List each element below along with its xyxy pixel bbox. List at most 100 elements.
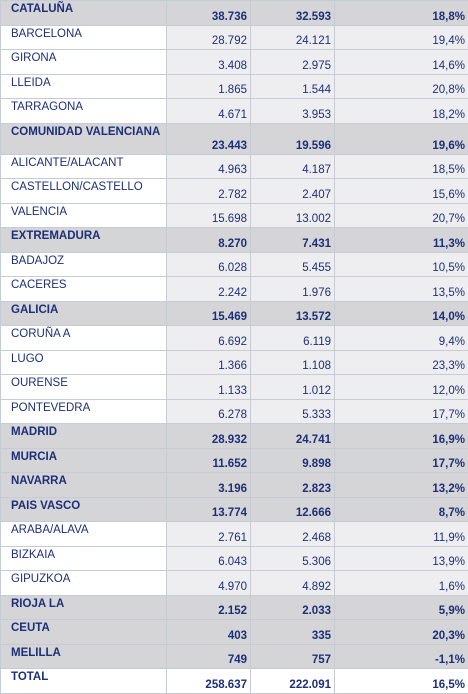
region-name-cell: GIRONA (1, 50, 167, 75)
value-a-cell: 749 (167, 644, 251, 669)
value-b-cell: 13.572 (251, 301, 335, 326)
value-b-cell: 757 (251, 644, 335, 669)
value-b-cell: 2.823 (251, 473, 335, 498)
region-name-cell: ALICANTE/ALACANT (1, 154, 167, 179)
region-name-cell: TOTAL (1, 669, 167, 694)
value-b-cell: 12.666 (251, 497, 335, 522)
percent-change-cell: 16,5% (335, 669, 468, 694)
value-a-cell: 6.043 (167, 546, 251, 571)
value-b-cell: 6.119 (251, 326, 335, 351)
percent-change-cell: 19,6% (335, 123, 468, 154)
value-a-cell: 8.270 (167, 228, 251, 253)
percent-change-cell: 8,7% (335, 497, 468, 522)
percent-change-cell: 14,6% (335, 50, 468, 75)
region-name-cell: PONTEVEDRA (1, 399, 167, 424)
percent-change-cell: 19,4% (335, 25, 468, 50)
region-name-cell: CEUTA (1, 620, 167, 645)
value-a-cell: 6.028 (167, 252, 251, 277)
value-b-cell: 1.544 (251, 74, 335, 99)
percent-change-cell: 20,8% (335, 74, 468, 99)
region-name-cell: NAVARRA (1, 473, 167, 498)
region-name-cell: CORUÑA A (1, 326, 167, 351)
percent-change-cell: 17,7% (335, 448, 468, 473)
value-b-cell: 2.407 (251, 179, 335, 204)
region-name-cell: LUGO (1, 350, 167, 375)
region-name-cell: BADAJOZ (1, 252, 167, 277)
value-a-cell: 258.637 (167, 669, 251, 694)
value-a-cell: 4.671 (167, 99, 251, 124)
value-a-cell: 403 (167, 620, 251, 645)
value-a-cell: 15.698 (167, 203, 251, 228)
region-name-cell: MADRID (1, 424, 167, 449)
value-b-cell: 9.898 (251, 448, 335, 473)
value-a-cell: 1.865 (167, 74, 251, 99)
region-name-cell: OURENSE (1, 375, 167, 400)
percent-change-cell: 11,9% (335, 522, 468, 547)
region-name-cell: TARRAGONA (1, 99, 167, 124)
value-b-cell: 2.033 (251, 595, 335, 620)
value-a-cell: 28.932 (167, 424, 251, 449)
value-a-cell: 2.152 (167, 595, 251, 620)
percent-change-cell: 13,9% (335, 546, 468, 571)
value-b-cell: 32.593 (251, 1, 335, 26)
value-a-cell: 4.963 (167, 154, 251, 179)
value-a-cell: 2.242 (167, 277, 251, 302)
percent-change-cell: 18,5% (335, 154, 468, 179)
value-a-cell: 28.792 (167, 25, 251, 50)
region-name-cell: EXTREMADURA (1, 228, 167, 253)
value-b-cell: 1.012 (251, 375, 335, 400)
percent-change-cell: 13,2% (335, 473, 468, 498)
value-a-cell: 6.692 (167, 326, 251, 351)
percent-change-cell: 10,5% (335, 252, 468, 277)
value-b-cell: 335 (251, 620, 335, 645)
percent-change-cell: 12,0% (335, 375, 468, 400)
value-b-cell: 5.333 (251, 399, 335, 424)
region-name-cell: COMUNIDAD VALENCIANA (1, 123, 167, 154)
percent-change-cell: 5,9% (335, 595, 468, 620)
percent-change-cell: 20,3% (335, 620, 468, 645)
value-b-cell: 24.121 (251, 25, 335, 50)
percent-change-cell: 16,9% (335, 424, 468, 449)
percent-change-cell: 1,6% (335, 571, 468, 596)
percent-change-cell: 18,2% (335, 99, 468, 124)
value-b-cell: 1.976 (251, 277, 335, 302)
value-b-cell: 3.953 (251, 99, 335, 124)
value-b-cell: 13.002 (251, 203, 335, 228)
value-b-cell: 19.596 (251, 123, 335, 154)
region-name-cell: LLEIDA (1, 74, 167, 99)
value-a-cell: 4.970 (167, 571, 251, 596)
value-a-cell: 1.133 (167, 375, 251, 400)
value-a-cell: 6.278 (167, 399, 251, 424)
value-a-cell: 1.366 (167, 350, 251, 375)
region-name-cell: BARCELONA (1, 25, 167, 50)
percent-change-cell: 15,6% (335, 179, 468, 204)
region-name-cell: MELILLA (1, 644, 167, 669)
region-name-cell: BIZKAIA (1, 546, 167, 571)
value-b-cell: 2.975 (251, 50, 335, 75)
percent-change-cell: 9,4% (335, 326, 468, 351)
percent-change-cell: 13,5% (335, 277, 468, 302)
percent-change-cell: 23,3% (335, 350, 468, 375)
percent-change-cell: 14,0% (335, 301, 468, 326)
